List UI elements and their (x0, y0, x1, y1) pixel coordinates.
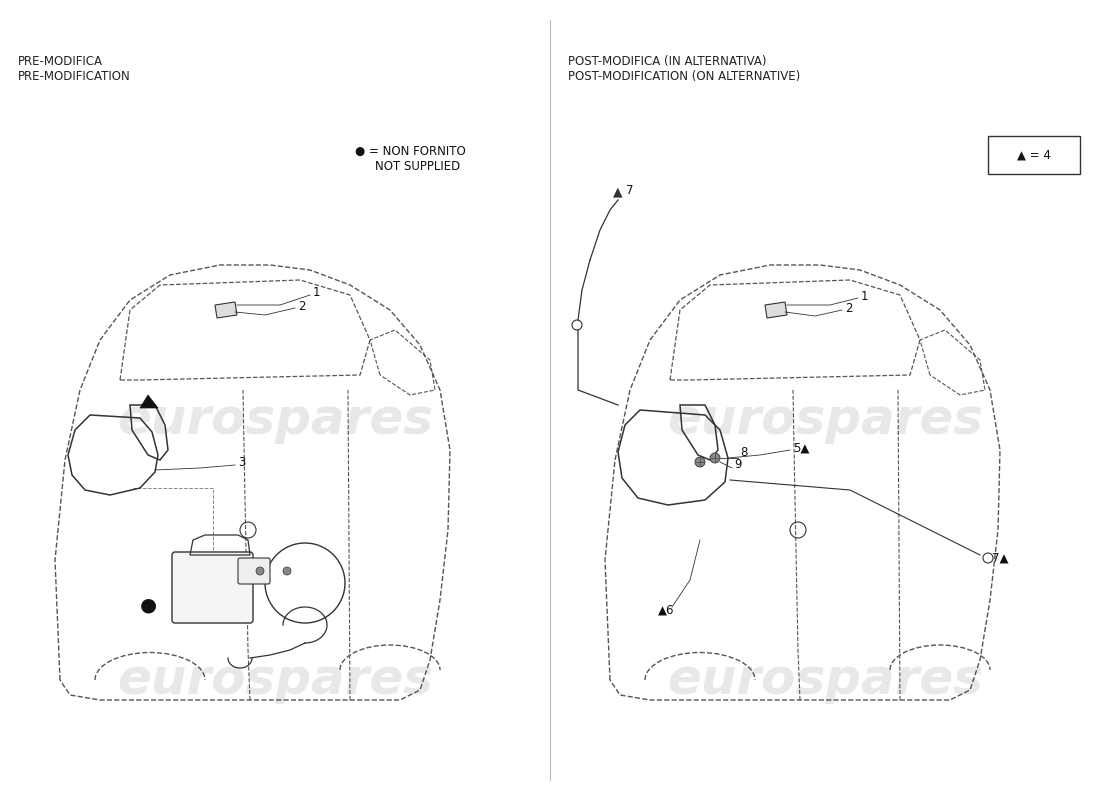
Text: PRE-MODIFICA: PRE-MODIFICA (18, 55, 103, 68)
FancyBboxPatch shape (238, 558, 270, 584)
Text: eurospares: eurospares (117, 656, 433, 704)
Polygon shape (214, 302, 236, 318)
Text: 9: 9 (734, 458, 741, 470)
Text: ▲ = 4: ▲ = 4 (1018, 149, 1050, 162)
Text: 2: 2 (845, 302, 853, 314)
Text: POST-MODIFICA (IN ALTERNATIVA): POST-MODIFICA (IN ALTERNATIVA) (568, 55, 767, 68)
Circle shape (283, 567, 292, 575)
Circle shape (710, 453, 720, 463)
Text: ▲: ▲ (613, 186, 623, 198)
Polygon shape (140, 395, 158, 408)
Text: 7: 7 (626, 183, 634, 197)
Text: ●: ● (140, 595, 156, 614)
Text: eurospares: eurospares (117, 396, 433, 444)
Text: 1: 1 (861, 290, 869, 302)
Text: ▲6: ▲6 (658, 603, 674, 617)
Text: 1: 1 (314, 286, 320, 299)
Text: 3: 3 (238, 457, 245, 470)
Text: 5▲: 5▲ (793, 442, 810, 454)
FancyBboxPatch shape (988, 136, 1080, 174)
Text: eurospares: eurospares (667, 396, 983, 444)
Text: 2: 2 (298, 299, 306, 313)
Text: POST-MODIFICATION (ON ALTERNATIVE): POST-MODIFICATION (ON ALTERNATIVE) (568, 70, 801, 83)
Text: 7▲: 7▲ (992, 551, 1009, 565)
Circle shape (695, 457, 705, 467)
Text: PRE-MODIFICATION: PRE-MODIFICATION (18, 70, 131, 83)
Polygon shape (764, 302, 786, 318)
Text: ● = NON FORNITO: ● = NON FORNITO (355, 145, 465, 158)
Circle shape (256, 567, 264, 575)
Text: 8: 8 (740, 446, 747, 458)
FancyBboxPatch shape (172, 552, 253, 623)
Text: NOT SUPPLIED: NOT SUPPLIED (375, 160, 460, 173)
Text: eurospares: eurospares (667, 656, 983, 704)
